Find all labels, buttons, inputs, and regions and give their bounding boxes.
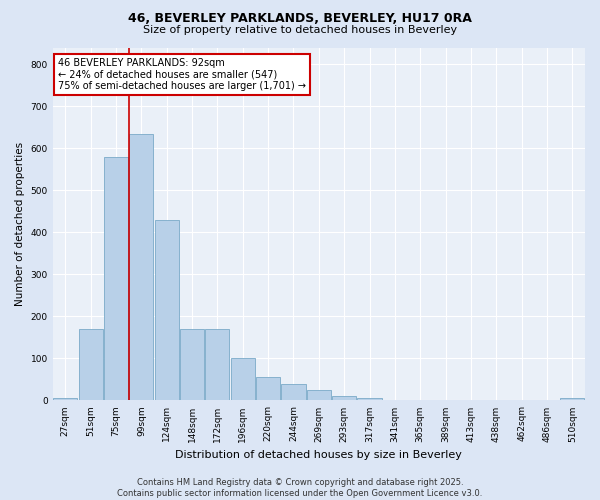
Text: 46 BEVERLEY PARKLANDS: 92sqm
← 24% of detached houses are smaller (547)
75% of s: 46 BEVERLEY PARKLANDS: 92sqm ← 24% of de…: [58, 58, 306, 92]
Bar: [53, 398, 77, 400]
Bar: [205, 329, 229, 400]
Bar: [281, 384, 305, 400]
X-axis label: Distribution of detached houses by size in Beverley: Distribution of detached houses by size …: [175, 450, 462, 460]
Bar: [307, 390, 331, 400]
Bar: [231, 358, 255, 401]
Text: Contains HM Land Registry data © Crown copyright and database right 2025.
Contai: Contains HM Land Registry data © Crown c…: [118, 478, 482, 498]
Bar: [358, 398, 382, 400]
Bar: [79, 329, 103, 400]
Text: Size of property relative to detached houses in Beverley: Size of property relative to detached ho…: [143, 25, 457, 35]
Bar: [180, 329, 204, 400]
Bar: [332, 396, 356, 400]
Bar: [130, 134, 154, 400]
Bar: [104, 156, 128, 400]
Text: 46, BEVERLEY PARKLANDS, BEVERLEY, HU17 0RA: 46, BEVERLEY PARKLANDS, BEVERLEY, HU17 0…: [128, 12, 472, 26]
Bar: [256, 378, 280, 400]
Y-axis label: Number of detached properties: Number of detached properties: [15, 142, 25, 306]
Bar: [560, 398, 584, 400]
Bar: [155, 220, 179, 400]
